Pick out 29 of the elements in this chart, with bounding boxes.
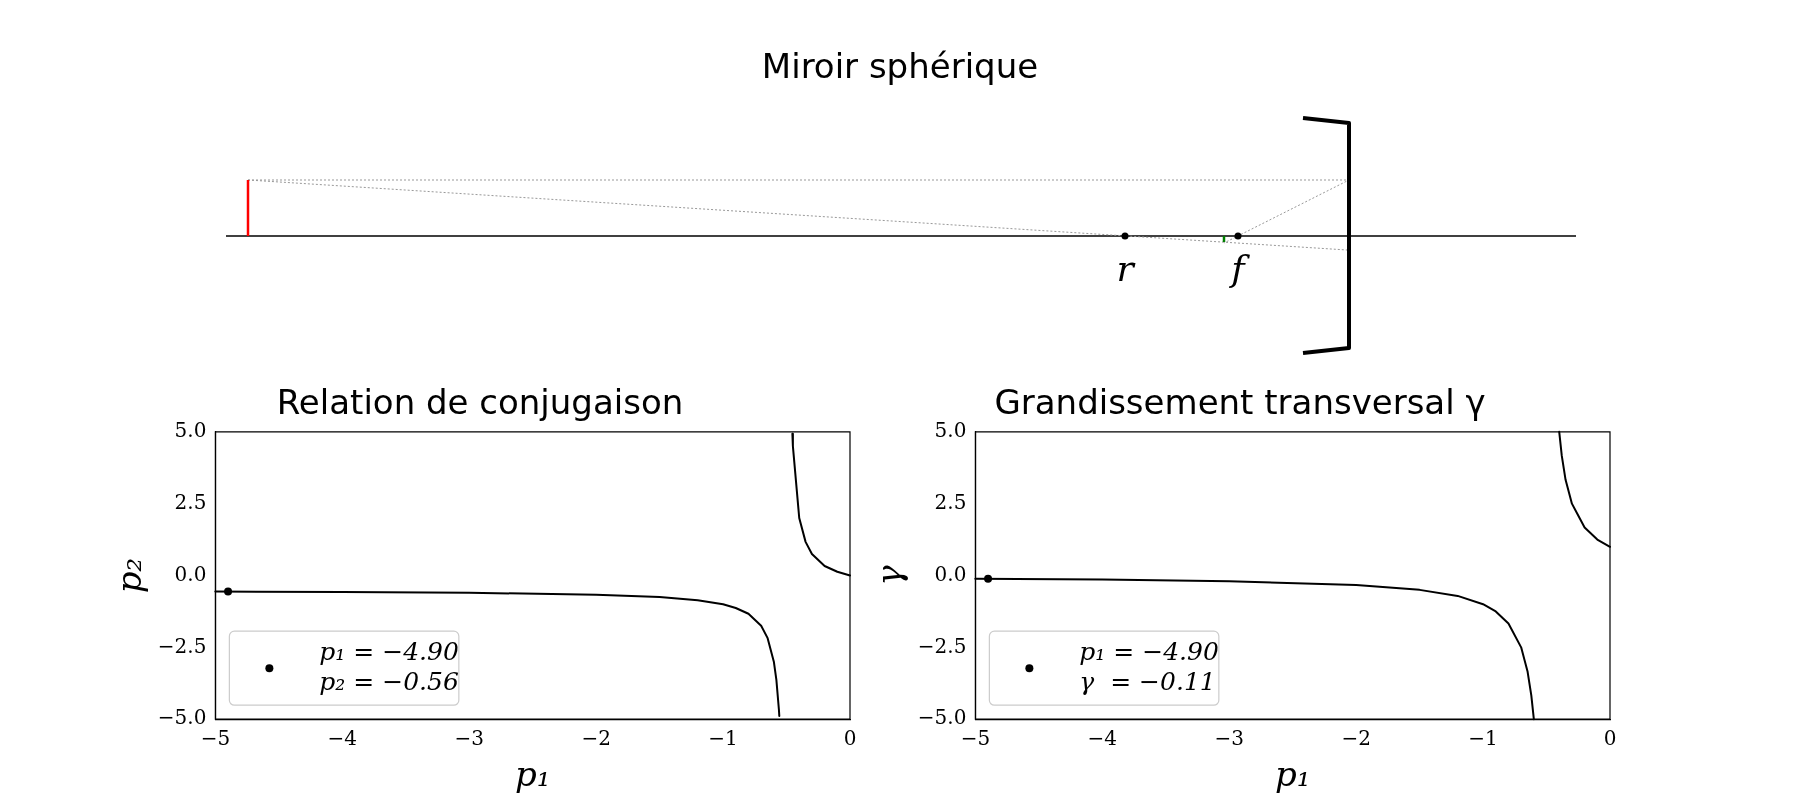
y-axis-title: p₂ [109, 557, 150, 594]
text: f [1228, 248, 1251, 289]
x-tick-label: −4 [327, 726, 358, 751]
text: r [1115, 248, 1137, 289]
y-axis-title: γ [869, 564, 910, 586]
x-tick-label: 0 [843, 726, 857, 751]
text: Miroir sphérique [760, 46, 1040, 86]
chart-title: Grandissement transversal γ [994, 382, 1486, 423]
y-tick-label: 0.0 [174, 561, 207, 586]
x-tick-label: −3 [1214, 726, 1244, 751]
x-tick-label: −1 [1468, 726, 1498, 751]
y-tick-label: 2.5 [934, 489, 967, 514]
y-tick-label: 5.0 [934, 418, 967, 442]
x-axis-title: p₁ [1274, 754, 1311, 795]
x-tick-label: −1 [708, 726, 738, 751]
y-tick-label: 5.0 [174, 418, 207, 442]
x-tick-label: 0 [1603, 726, 1617, 751]
legend-label: p₁ = −4.90 p₂ = −0.56 [319, 636, 459, 696]
chart-title: Relation de conjugaison [276, 382, 684, 423]
x-tick-label: −3 [454, 726, 484, 751]
x-tick-label: −2 [581, 726, 611, 751]
x-tick-label: −4 [1087, 726, 1118, 751]
x-tick-label: −2 [1341, 726, 1371, 751]
legend-label: p₁ = −4.90 γ = −0.11 [1079, 636, 1219, 696]
x-axis-title: p₁ [514, 754, 551, 795]
y-tick-label: −2.5 [917, 633, 967, 658]
y-tick-label: 2.5 [174, 489, 207, 514]
y-tick-label: −2.5 [157, 633, 207, 658]
y-tick-label: 0.0 [934, 561, 967, 586]
